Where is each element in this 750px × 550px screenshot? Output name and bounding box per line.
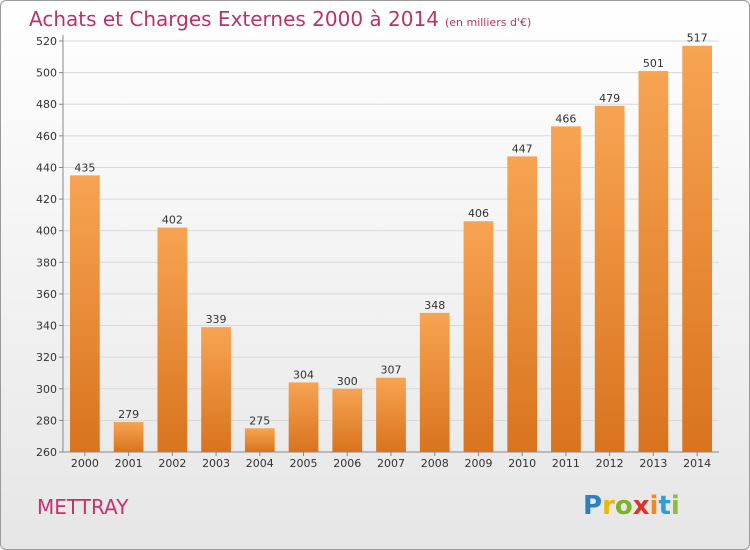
y-tick-label: 500 xyxy=(36,67,57,80)
y-tick-label: 280 xyxy=(36,414,57,427)
bar-2001 xyxy=(113,421,144,452)
bar-2006 xyxy=(332,388,363,452)
x-tick-label: 2004 xyxy=(246,457,274,470)
data-label: 466 xyxy=(555,112,576,125)
bar-2000 xyxy=(69,175,100,452)
bar-2011 xyxy=(551,126,581,452)
data-label: 435 xyxy=(74,161,95,174)
logo-letter: x xyxy=(632,491,650,521)
bar-2004 xyxy=(244,428,275,452)
data-labels: 435 279 402 339 275 304 300 307 348 406 447 466 479 5… xyxy=(74,32,707,428)
data-label: 501 xyxy=(643,57,664,70)
logo-letter: t xyxy=(658,491,671,521)
x-tick-label: 2006 xyxy=(333,457,361,470)
y-tick-label: 460 xyxy=(36,130,57,143)
data-label: 517 xyxy=(687,32,708,45)
data-label: 307 xyxy=(381,364,402,377)
bar-2012 xyxy=(594,105,625,453)
data-label: 304 xyxy=(293,368,314,381)
data-label: 300 xyxy=(337,375,358,388)
x-tick-labels: 2000 2001 2002 2003 2004 2005 2006 2007 2008 2009… xyxy=(71,457,711,470)
x-tick-label: 2012 xyxy=(596,457,624,470)
x-tick-label: 2013 xyxy=(639,457,667,470)
data-label: 339 xyxy=(206,313,227,326)
chart-subtitle: (en milliers d'€) xyxy=(444,16,532,29)
bar-2013 xyxy=(638,71,669,453)
x-tick-label: 2009 xyxy=(464,457,492,470)
y-tick-labels: 260 280 300 320 340 360 380 400 420 440 460 480 500 5… xyxy=(36,35,57,459)
bar-2007 xyxy=(376,377,406,452)
proxiti-logo[interactable]: Proxiti xyxy=(583,491,680,521)
x-tick-label: 2011 xyxy=(552,457,580,470)
logo-letter: i xyxy=(649,491,659,521)
y-tick-label: 520 xyxy=(36,35,57,48)
x-tick-label: 2014 xyxy=(683,457,711,470)
y-tick-label: 420 xyxy=(36,193,57,206)
chart-title-text: Achats et Charges Externes 2000 à 2014 xyxy=(29,7,439,31)
data-label: 479 xyxy=(599,92,620,105)
data-label: 402 xyxy=(162,214,183,227)
x-tick-label: 2002 xyxy=(158,457,186,470)
y-tick-label: 400 xyxy=(36,225,57,238)
y-tick-label: 440 xyxy=(36,161,57,174)
x-tick-label: 2007 xyxy=(377,457,405,470)
logo-letter: P xyxy=(583,491,603,521)
bar-2005 xyxy=(288,382,319,452)
data-label: 279 xyxy=(118,408,139,421)
y-tick-label: 380 xyxy=(36,256,57,269)
data-label: 348 xyxy=(424,299,445,312)
y-tick-label: 260 xyxy=(36,446,57,459)
x-tick-label: 2001 xyxy=(115,457,143,470)
x-tick-label: 2003 xyxy=(202,457,230,470)
bar-2010 xyxy=(507,156,538,452)
x-tick-label: 2010 xyxy=(508,457,536,470)
y-tick-label: 480 xyxy=(36,98,57,111)
bar-2008 xyxy=(419,312,450,452)
logo-letter: i xyxy=(670,491,680,521)
data-label: 406 xyxy=(468,207,489,220)
y-tick-label: 320 xyxy=(36,351,57,364)
data-label: 275 xyxy=(249,414,270,427)
x-tick-label: 2008 xyxy=(421,457,449,470)
chart-title: Achats et Charges Externes 2000 à 2014 (e… xyxy=(29,7,531,31)
bar-2003 xyxy=(201,327,231,452)
data-label: 447 xyxy=(512,142,533,155)
bar-2014 xyxy=(682,45,713,452)
bars xyxy=(69,45,713,453)
y-tick-label: 360 xyxy=(36,288,57,301)
bar-2009 xyxy=(463,221,494,452)
y-tick-label: 300 xyxy=(36,383,57,396)
x-tick-label: 2000 xyxy=(71,457,99,470)
bar-2002 xyxy=(157,227,188,452)
x-tick-label: 2005 xyxy=(290,457,318,470)
y-tick-label: 340 xyxy=(36,320,57,333)
logo-letter: o xyxy=(614,491,633,521)
logo-letter: r xyxy=(602,491,615,521)
commune-name: METTRAY xyxy=(37,495,129,519)
